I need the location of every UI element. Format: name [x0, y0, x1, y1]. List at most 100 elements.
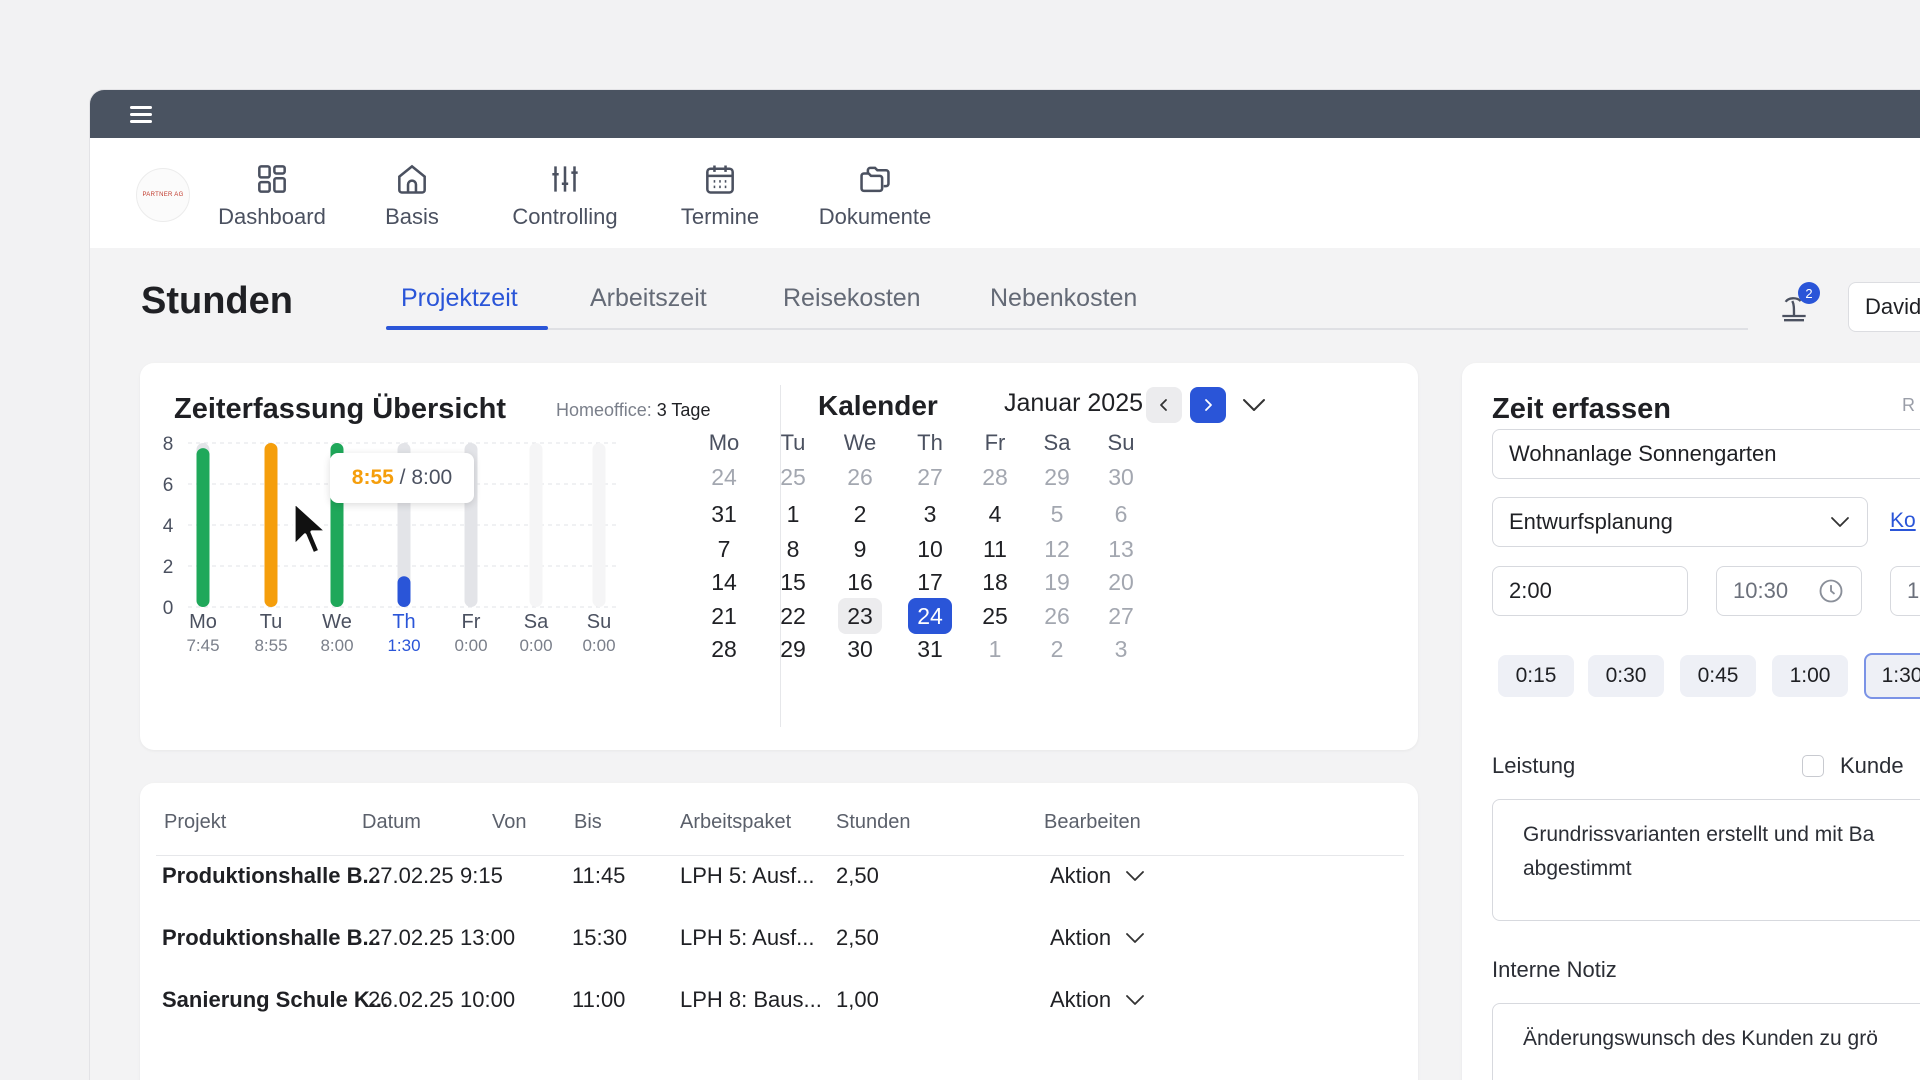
start-time-input[interactable]: 10:30	[1716, 566, 1862, 616]
calendar-day[interactable]: 21	[711, 602, 737, 629]
calendar-day[interactable]: 29	[1044, 463, 1070, 490]
phase-select[interactable]: Entwurfsplanung	[1492, 497, 1868, 547]
calendar-day[interactable]: 11	[983, 535, 1007, 562]
nav-basis[interactable]: Basis	[352, 156, 472, 236]
chevron-down-icon	[1243, 399, 1265, 411]
calendar-collapse-button[interactable]	[1236, 387, 1272, 423]
project-select[interactable]: Wohnanlage Sonnengarten	[1492, 429, 1920, 479]
nav-termine[interactable]: Termine	[650, 156, 790, 236]
tab-nebenkosten[interactable]: Nebenkosten	[990, 284, 1138, 312]
calendar-day[interactable]: 22	[780, 602, 806, 629]
calendar-day[interactable]: 12	[1044, 535, 1070, 562]
company-logo[interactable]: PARTNER AG	[136, 168, 190, 222]
col-header-projekt[interactable]: Projekt	[164, 811, 227, 833]
calendar-day[interactable]: 31	[711, 500, 737, 527]
calendar-day[interactable]: 26	[847, 463, 873, 490]
nav-dokumente[interactable]: Dokumente	[800, 156, 950, 236]
col-header-arbeitspaket[interactable]: Arbeitspaket	[680, 811, 792, 833]
leistung-textarea[interactable]: Grundrissvarianten erstellt und mit Ba a…	[1492, 799, 1920, 921]
col-header-bis[interactable]: Bis	[574, 811, 602, 833]
user-select[interactable]: David	[1848, 282, 1920, 332]
calendar-day[interactable]: 27	[917, 463, 943, 490]
calendar-day[interactable]: 18	[982, 568, 1008, 595]
calendar-day[interactable]: 24	[711, 463, 737, 490]
page-title: Stunden	[141, 280, 293, 322]
kunde-checkbox[interactable]	[1802, 755, 1824, 777]
nav-controlling[interactable]: Controlling	[490, 156, 640, 236]
table-cell: 27.02.25	[368, 925, 454, 950]
calendar-day[interactable]: 9	[853, 535, 867, 562]
calendar-prev-button[interactable]	[1146, 387, 1182, 423]
table-body: Produktionshalle B... 27.02.25 9:15 11:45 LP…	[140, 783, 1418, 1080]
calendar-day[interactable]: 28	[711, 635, 737, 662]
table-row[interactable]: Sanierung Schule K... 26.02.25 10:00 11:00 L…	[140, 783, 1418, 1080]
homeoffice-info: Homeoffice: 3 Tage	[556, 400, 710, 421]
calendar-day[interactable]: 29	[780, 635, 806, 662]
y-tick-label: 4	[163, 516, 174, 537]
phase-link[interactable]: Ko	[1890, 509, 1916, 532]
calendar-next-button[interactable]	[1190, 387, 1226, 423]
calendar-day[interactable]: 28	[982, 463, 1008, 490]
quick-duration-0-45[interactable]: 0:45	[1680, 655, 1756, 697]
row-action-dropdown[interactable]: Aktion	[1050, 863, 1145, 889]
tab-arbeitszeit[interactable]: Arbeitszeit	[590, 284, 707, 312]
calendar-day[interactable]: 5	[1050, 500, 1064, 527]
calendar-day[interactable]: 13	[1108, 535, 1134, 562]
top-bar	[90, 90, 1920, 138]
calendar-day[interactable]: 10	[917, 535, 943, 562]
calendar-day[interactable]: 4	[988, 500, 1002, 527]
col-header-datum[interactable]: Datum	[362, 811, 421, 833]
bar-tu	[264, 443, 278, 607]
calendar-day[interactable]: 17	[917, 568, 943, 595]
col-header-stunden[interactable]: Stunden	[836, 811, 911, 833]
row-action-label: Aktion	[1050, 863, 1112, 888]
table-row[interactable]: Produktionshalle B... 27.02.25 13:00 15:30 L…	[140, 783, 1418, 1080]
row-action-dropdown[interactable]: Aktion	[1050, 925, 1145, 951]
calendar-day[interactable]: 26	[1044, 602, 1070, 629]
nav-dashboard[interactable]: Dashboard	[202, 156, 342, 236]
duration-input[interactable]: 2:00	[1492, 566, 1688, 616]
calendar-day[interactable]: 3	[1114, 635, 1128, 662]
end-time-input[interactable]: 1	[1890, 566, 1920, 616]
calendar-day[interactable]: 1	[988, 635, 1002, 662]
calendar-day[interactable]: 19	[1044, 568, 1070, 595]
calendar-day[interactable]: 14	[711, 568, 737, 595]
calendar-day[interactable]: 6	[1114, 500, 1128, 527]
menu-icon[interactable]	[128, 102, 154, 126]
calendar-day[interactable]: 30	[1108, 463, 1134, 490]
tab-projektzeit[interactable]: Projektzeit	[401, 284, 518, 312]
calendar-day[interactable]: 31	[917, 635, 943, 662]
quick-duration-0-30[interactable]: 0:30	[1588, 655, 1664, 697]
col-header-von[interactable]: Von	[492, 811, 527, 833]
x-label-tu: Tu	[260, 611, 283, 633]
x-sublabel-tu: 8:55	[254, 636, 287, 655]
calendar-day[interactable]: 30	[847, 635, 873, 662]
row-action-dropdown[interactable]: Aktion	[1050, 987, 1145, 1013]
calendar-day[interactable]: 2	[1050, 635, 1064, 662]
quick-duration-1-00[interactable]: 1:00	[1772, 655, 1848, 697]
calendar-day[interactable]: 8	[786, 535, 800, 562]
table-cell: LPH 5: Ausf...	[680, 925, 815, 950]
calendar-day[interactable]: 1	[786, 500, 800, 527]
vacation-icon[interactable]	[1774, 286, 1814, 326]
logo-text: PARTNER AG	[142, 192, 184, 198]
tab-reisekosten[interactable]: Reisekosten	[783, 284, 921, 312]
quick-duration-1-30[interactable]: 1:30	[1864, 653, 1920, 699]
calendar-day[interactable]: 27	[1108, 602, 1134, 629]
quick-duration-0-15[interactable]: 0:15	[1498, 655, 1574, 697]
x-sublabel-mo: 7:45	[186, 636, 219, 655]
calendar-day[interactable]: 24	[908, 598, 952, 634]
notiz-textarea[interactable]: Änderungswunsch des Kunden zu grö	[1492, 1003, 1920, 1080]
calendar-day[interactable]: 20	[1108, 568, 1134, 595]
calendar-day[interactable]: 3	[923, 500, 937, 527]
clock-icon	[1819, 579, 1843, 603]
calendar-grid: Mo Tu We Th Fr Sa Su 24 25 26 27 28 29 30 31 1 2 3 4 5 6 7 8 9 1…	[140, 363, 1418, 750]
calendar-day[interactable]: 16	[847, 568, 873, 595]
table-row[interactable]: Produktionshalle B... 27.02.25 9:15 11:45 LP…	[140, 783, 1418, 1080]
calendar-day[interactable]: 2	[853, 500, 867, 527]
calendar-day[interactable]: 23	[838, 598, 882, 634]
calendar-day[interactable]: 7	[717, 535, 731, 562]
calendar-day[interactable]: 25	[982, 602, 1008, 629]
calendar-day[interactable]: 15	[780, 568, 806, 595]
calendar-day[interactable]: 25	[780, 463, 806, 490]
